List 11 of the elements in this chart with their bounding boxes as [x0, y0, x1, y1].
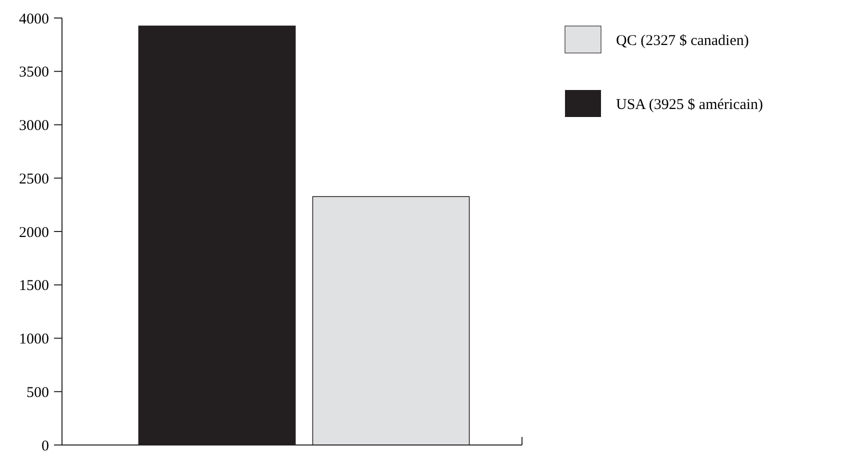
legend-label: QC (2327 $ canadien) — [616, 32, 749, 49]
y-tick-label: 1000 — [19, 332, 49, 348]
y-tick-label: 2000 — [19, 224, 49, 241]
y-tick-label: 3500 — [19, 64, 49, 81]
y-tick-label: 4000 — [19, 11, 49, 28]
y-tick-label: 3000 — [19, 118, 49, 134]
y-tick-label: 1500 — [19, 278, 49, 294]
legend-label: USA (3925 $ américain) — [616, 96, 764, 113]
y-tick-label: 2500 — [19, 171, 49, 188]
y-tick-label: 500 — [26, 384, 49, 401]
y-tick-label: 0 — [42, 438, 49, 454]
